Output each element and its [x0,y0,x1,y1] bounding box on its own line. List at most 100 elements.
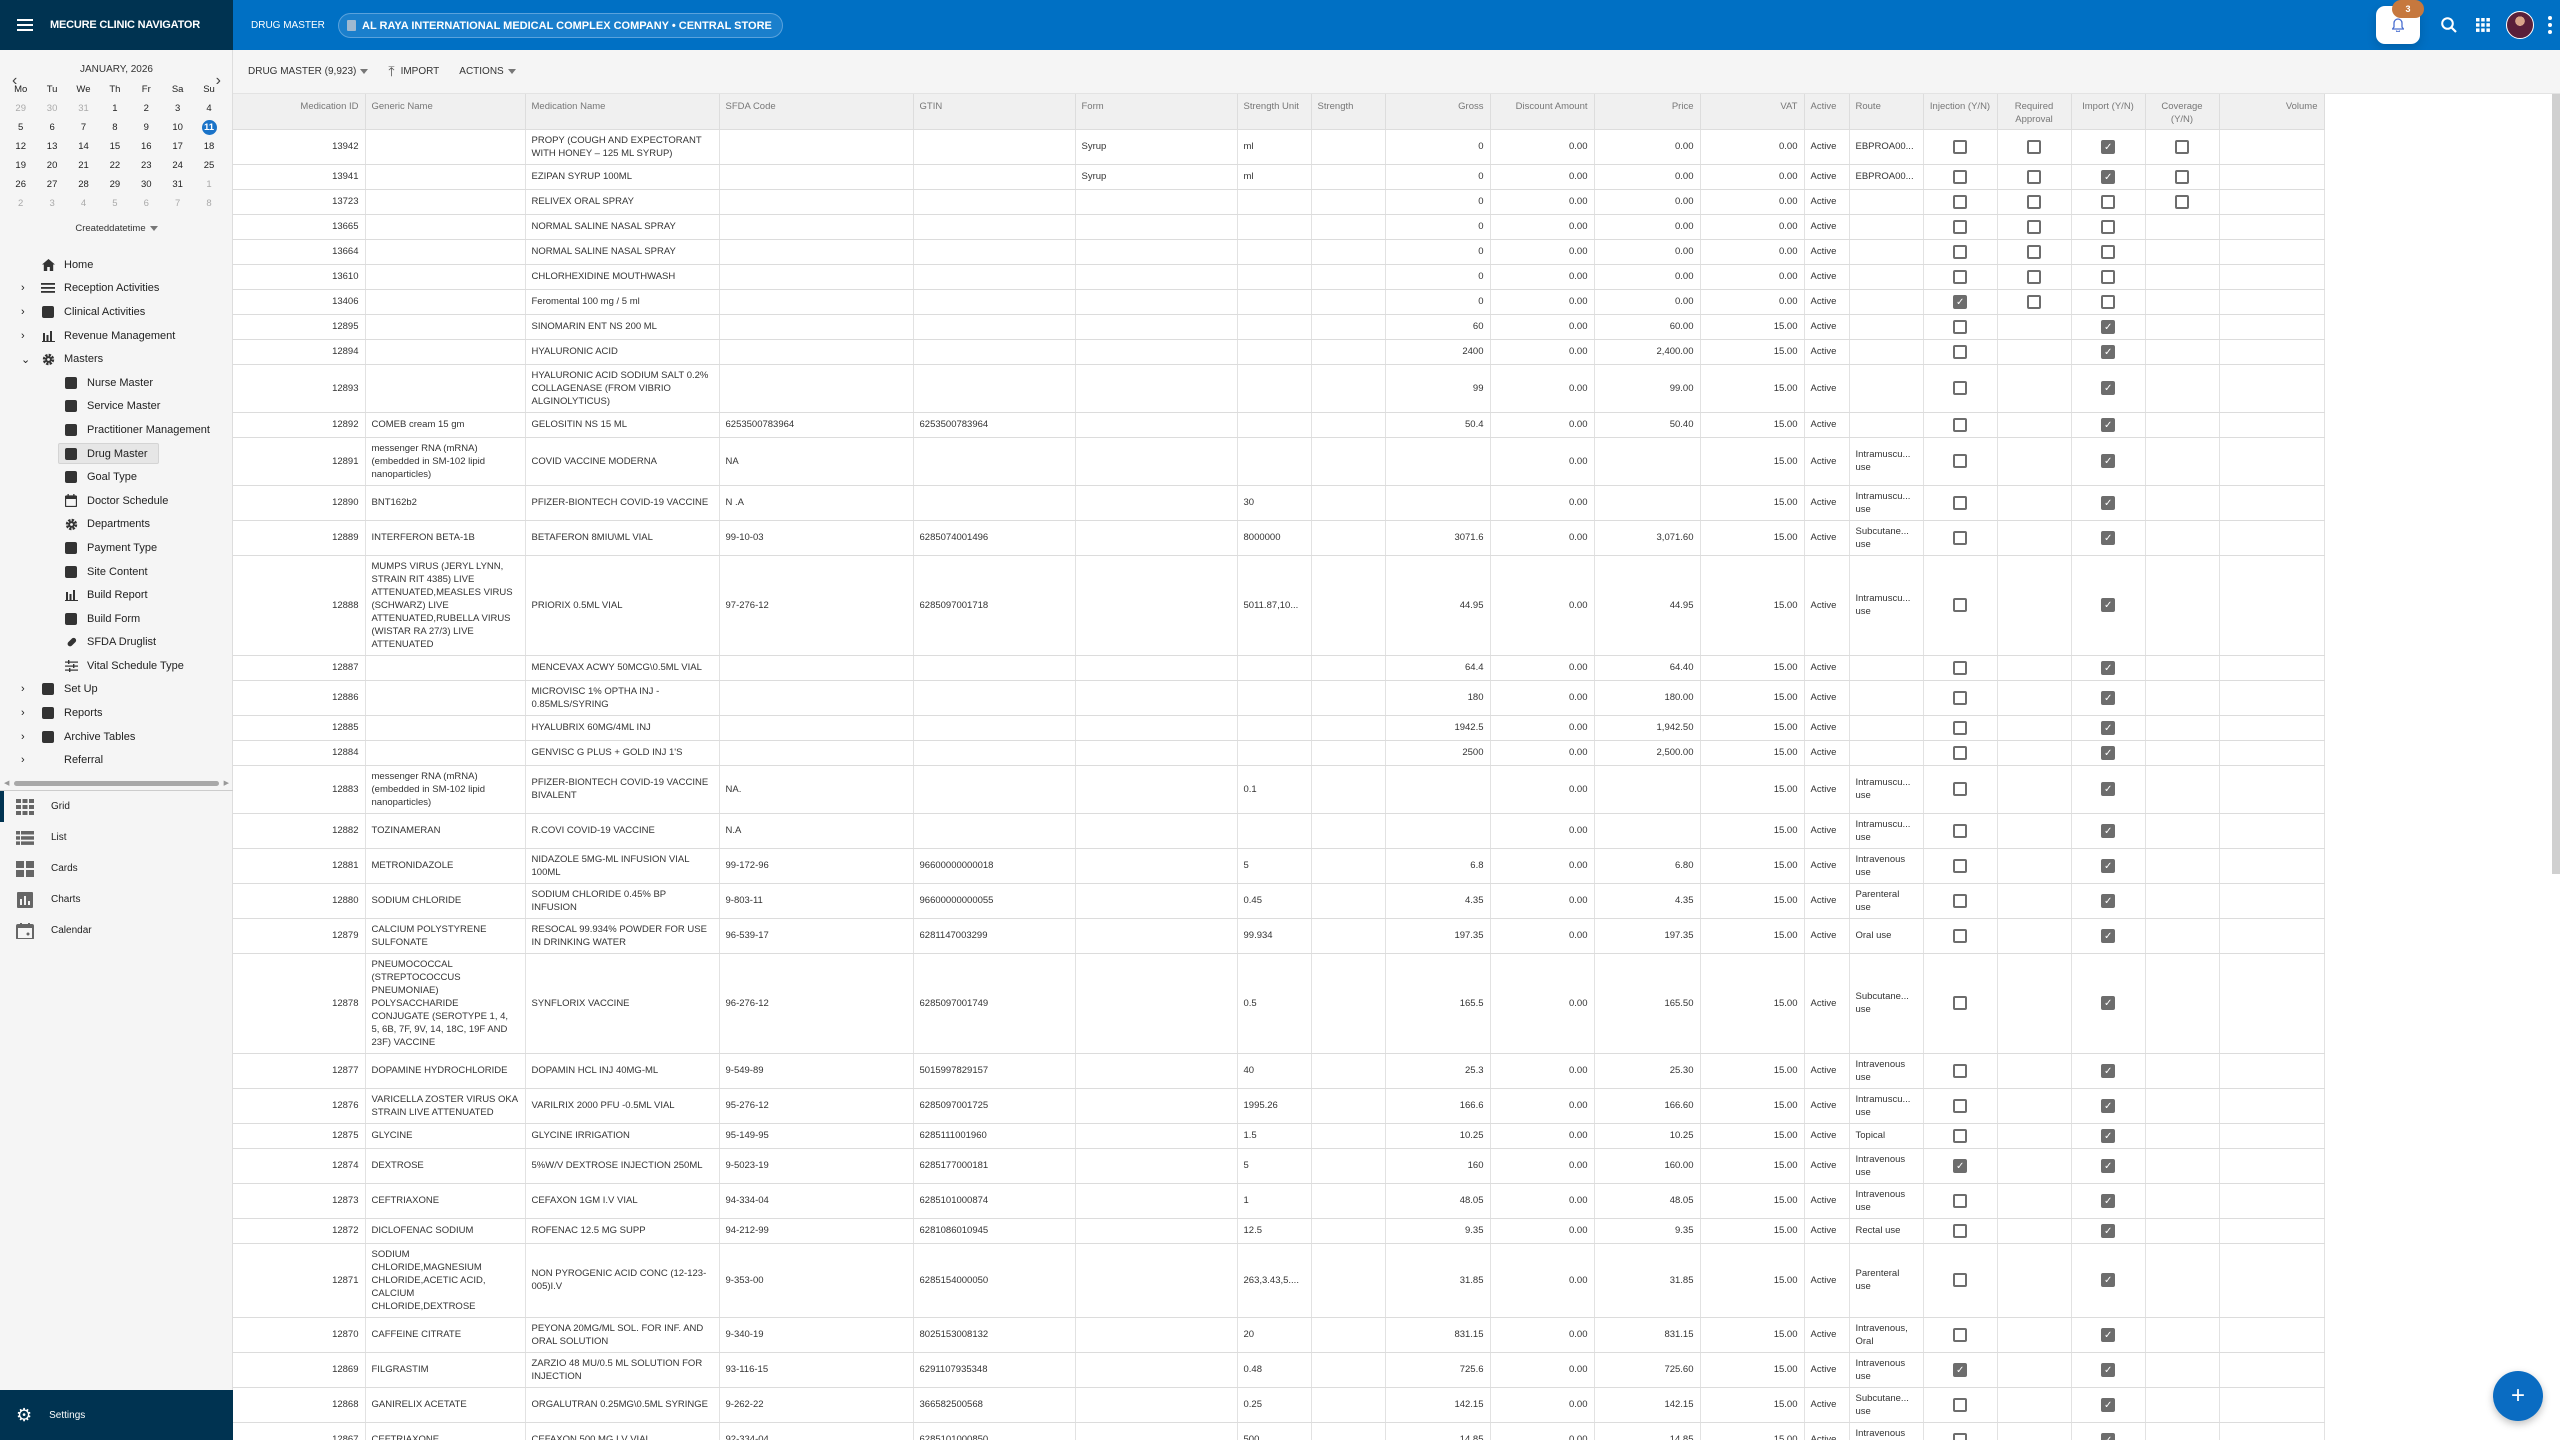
calendar-day[interactable]: 20 [46,160,58,171]
sidebar-item-departments[interactable]: Departments [0,513,233,537]
column-header-strength[interactable]: Strength [1311,94,1386,130]
calendar-day[interactable]: 1 [112,103,118,114]
table-row[interactable]: 13610 CHLORHEXIDINE MOUTHWASH 0 0.00 0.00 0.0… [233,264,2554,290]
view-grid[interactable]: Grid [0,791,233,822]
calendar-next-button[interactable]: › [215,72,221,89]
import-checkbox[interactable] [2101,1158,2115,1173]
view-selector-button[interactable]: DRUG MASTER (9,923) [248,66,369,77]
chevron-right-icon[interactable]: › [21,305,25,318]
settings-button[interactable]: ⚙ Settings [0,1390,233,1440]
column-header-unit[interactable]: Strength Unit [1237,94,1312,130]
column-header-name[interactable]: Medication Name [525,94,720,130]
import-checkbox[interactable] [2101,381,2115,395]
apps-button[interactable] [2466,8,2500,42]
approval-checkbox[interactable] [2027,194,2041,209]
column-header-vat[interactable]: VAT [1700,94,1805,130]
table-row[interactable]: 12882 TOZINAMERAN R.COVI COVID-19 VACCINE N… [233,813,2554,849]
import-checkbox[interactable] [2101,1397,2115,1412]
sidebar-item-set-up[interactable]: › Set Up [0,678,233,702]
scroll-left-icon[interactable]: ◀ [4,780,10,787]
injection-checkbox[interactable] [1953,690,1967,705]
sidebar-item-revenue-management[interactable]: › Revenue Management [0,324,233,348]
import-button[interactable]: ⤒ IMPORT [388,63,439,80]
import-checkbox[interactable] [2101,893,2115,908]
calendar-day[interactable]: 29 [15,103,26,114]
injection-checkbox[interactable] [1953,1193,1967,1208]
column-header-generic[interactable]: Generic Name [365,94,526,130]
table-row[interactable]: 12885 HYALUBRIX 60MG/4ML INJ 1942.5 0.00 1,9… [233,715,2554,741]
calendar-day[interactable]: 13 [46,141,58,152]
import-checkbox[interactable] [2101,1193,2115,1208]
injection-checkbox[interactable] [1953,1432,1967,1440]
calendar-day[interactable]: 21 [78,160,89,171]
sidebar-item-referral[interactable]: › Referral [0,748,233,772]
calendar-day[interactable]: 31 [78,103,89,114]
approval-checkbox[interactable] [2027,219,2041,234]
coverage-checkbox[interactable] [2175,194,2189,209]
calendar-day-today[interactable]: 11 [193,118,224,137]
calendar-day[interactable]: 15 [109,141,121,152]
chevron-down-icon[interactable]: ⌄ [21,353,31,366]
column-header-active[interactable]: Active [1804,94,1850,130]
calendar-day[interactable]: 3 [175,103,181,114]
import-checkbox[interactable] [2101,417,2115,432]
table-row[interactable]: 12872 DICLOFENAC SODIUM ROFENAC 12.5 MG SU… [233,1218,2554,1244]
injection-checkbox[interactable] [1953,381,1967,395]
user-avatar[interactable] [2506,11,2534,39]
import-checkbox[interactable] [2101,139,2115,154]
column-header-approval[interactable]: Required Approval [1997,94,2072,130]
injection-checkbox[interactable] [1953,720,1967,735]
injection-checkbox[interactable] [1953,294,1967,309]
table-row[interactable]: 12883 messenger RNA (mRNA) (embedded in S… [233,765,2554,814]
chevron-right-icon[interactable]: › [21,282,25,295]
sidebar-item-build-report[interactable]: Build Report [0,583,233,607]
sidebar-item-service-master[interactable]: Service Master [0,395,233,419]
table-row[interactable]: 12873 CEFTRIAXONE CEFAXON 1GM I.V VIAL 94-3… [233,1183,2554,1219]
injection-checkbox[interactable] [1953,598,1967,612]
injection-checkbox[interactable] [1953,745,1967,760]
calendar-day[interactable]: 17 [172,141,183,152]
import-checkbox[interactable] [2101,169,2115,184]
search-button[interactable] [2432,8,2466,42]
import-checkbox[interactable] [2101,530,2115,545]
calendar-day[interactable]: 4 [80,198,87,209]
grid-vertical-scrollbar[interactable] [2552,94,2560,874]
column-header-import[interactable]: Import (Y/N) [2071,94,2146,130]
approval-checkbox[interactable] [2027,139,2041,154]
sidebar-item-drug-master[interactable]: Drug Master [0,442,233,466]
column-header-route[interactable]: Route [1849,94,1924,130]
injection-checkbox[interactable] [1953,928,1967,943]
import-checkbox[interactable] [2101,495,2115,510]
coverage-checkbox[interactable] [2175,169,2189,184]
injection-checkbox[interactable] [1953,269,1967,284]
column-header-price[interactable]: Price [1594,94,1701,130]
import-checkbox[interactable] [2101,294,2115,309]
import-checkbox[interactable] [2101,1432,2115,1440]
calendar-day[interactable]: 3 [49,198,55,209]
calendar-day[interactable]: 2 [18,198,24,209]
sidebar-item-goal-type[interactable]: Goal Type [0,465,233,489]
import-checkbox[interactable] [2101,1327,2115,1342]
sort-field-select[interactable]: Createddatetime [0,223,233,234]
import-checkbox[interactable] [2101,660,2115,675]
injection-checkbox[interactable] [1953,893,1967,908]
injection-checkbox[interactable] [1953,782,1967,796]
calendar-day[interactable]: 22 [109,160,121,171]
table-row[interactable]: 13665 NORMAL SALINE NASAL SPRAY 0 0.00 0.00 0… [233,214,2554,240]
scroll-right-icon[interactable]: ▶ [223,780,229,787]
injection-checkbox[interactable] [1953,454,1967,468]
import-checkbox[interactable] [2101,269,2115,284]
calendar-day[interactable]: 28 [78,179,89,190]
sidebar-item-doctor-schedule[interactable]: Doctor Schedule [0,489,233,513]
import-checkbox[interactable] [2101,996,2115,1010]
calendar-day[interactable]: 26 [15,179,26,190]
calendar-day[interactable]: 24 [172,160,183,171]
injection-checkbox[interactable] [1953,1098,1967,1113]
import-checkbox[interactable] [2101,244,2115,259]
calendar-day[interactable]: 10 [172,122,183,133]
table-row[interactable]: 12871 SODIUM CHLORIDE,MAGNESIUM CHLORIDE,… [233,1243,2554,1318]
table-row[interactable]: 13723 RELIVEX ORAL SPRAY 0 0.00 0.00 0.00 Acti… [233,189,2554,215]
calendar-day[interactable]: 30 [46,103,58,114]
import-checkbox[interactable] [2101,1098,2115,1113]
injection-checkbox[interactable] [1953,996,1967,1010]
